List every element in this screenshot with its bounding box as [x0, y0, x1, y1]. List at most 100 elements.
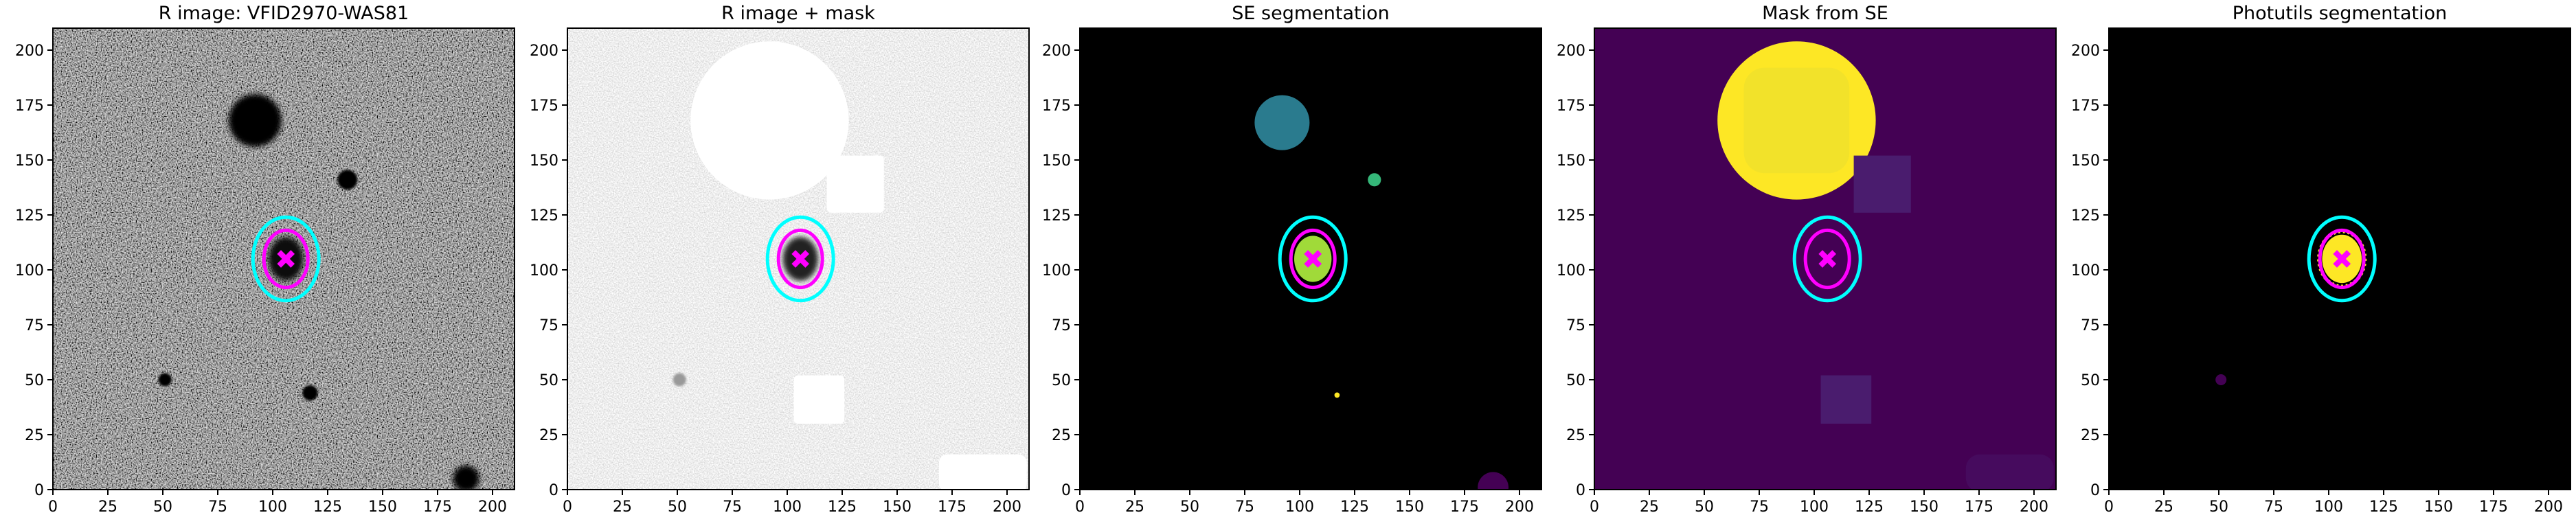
source — [337, 170, 358, 190]
axes-frame — [2108, 27, 2571, 490]
x-tick-label: 50 — [1695, 499, 1714, 515]
x-tick-label: 25 — [1640, 499, 1659, 515]
x-tick-label: 150 — [1395, 499, 1424, 515]
y-tick-label: 0 — [1061, 482, 1071, 499]
image — [2109, 28, 2571, 490]
x-tick-label: 25 — [1125, 499, 1144, 515]
x-tick-label: 125 — [2369, 499, 2398, 515]
panel: Photutils segmentation 0 25 50 75 100 125 150 17… — [2071, 3, 2571, 515]
segment — [2215, 374, 2227, 385]
segment — [1368, 173, 1381, 187]
y-tick-label: 25 — [539, 427, 558, 444]
panel: R image + mask 0 25 50 75 100 125 150 175 200 0 25 5… — [530, 3, 1030, 515]
x-tick-label: 75 — [723, 499, 742, 515]
y-tick-label: 125 — [530, 207, 558, 225]
y-tick-label: 50 — [2081, 372, 2100, 389]
x-tick-label: 175 — [938, 499, 967, 515]
y-tick-label: 75 — [2081, 317, 2100, 334]
y-tick-label: 200 — [1042, 43, 1071, 60]
x-tick-label: 150 — [2424, 499, 2453, 515]
y-tick-label: 150 — [1042, 152, 1071, 170]
y-tick-label: 25 — [1052, 427, 1071, 444]
x-tick-label: 75 — [208, 499, 227, 515]
y-tick-label: 150 — [530, 152, 558, 170]
aperture-outer — [765, 215, 835, 303]
y-tick-label: 100 — [2071, 262, 2100, 279]
source — [158, 373, 172, 387]
y-tick-label: 0 — [2090, 482, 2100, 499]
y-tick-label: 75 — [1052, 317, 1071, 334]
panel: SE segmentation 0 25 50 75 100 125 150 175 200 0 25… — [1042, 3, 1542, 515]
y-tick-label: 50 — [25, 372, 44, 389]
aperture-outer — [1278, 215, 1348, 303]
x-tick-label: 0 — [1075, 499, 1085, 515]
y-tick-label: 75 — [539, 317, 558, 334]
x-tick-label: 75 — [1235, 499, 1254, 515]
aperture-inner — [1289, 228, 1337, 290]
x-tick-label: 0 — [2104, 499, 2114, 515]
y-tick-label: 75 — [25, 317, 44, 334]
x-tick-label: 50 — [2209, 499, 2228, 515]
aperture-inner — [2318, 228, 2366, 290]
image — [567, 28, 1029, 490]
y-tick-label: 25 — [1566, 427, 1585, 444]
x-tick-label: 150 — [1910, 499, 1939, 515]
x-tick-label: 100 — [1800, 499, 1829, 515]
y-tick-label: 50 — [539, 372, 558, 389]
x-tick-label: 150 — [368, 499, 397, 515]
aperture-outer — [1792, 215, 1862, 303]
panel: Mask from SE 0 25 50 75 100 125 150 175 200 0 25 50 7… — [1557, 3, 2057, 515]
x-tick-label: 175 — [1450, 499, 1479, 515]
center-marker — [2333, 250, 2351, 268]
segment — [1334, 392, 1340, 398]
x-tick-label: 200 — [1505, 499, 1534, 515]
y-tick-label: 0 — [34, 482, 44, 499]
segment — [1254, 95, 1310, 150]
x-tick-label: 100 — [2314, 499, 2343, 515]
source — [453, 465, 479, 490]
x-tick-label: 200 — [993, 499, 1021, 515]
x-tick-label: 0 — [48, 499, 58, 515]
y-tick-label: 75 — [1566, 317, 1585, 334]
x-tick-label: 50 — [153, 499, 172, 515]
x-tick-label: 175 — [2479, 499, 2508, 515]
x-tick-label: 125 — [828, 499, 857, 515]
y-tick-label: 175 — [1557, 98, 1585, 115]
y-tick-label: 25 — [25, 427, 44, 444]
image — [1594, 28, 2056, 490]
x-tick-label: 0 — [563, 499, 572, 515]
image — [53, 28, 515, 490]
y-tick-label: 125 — [2071, 207, 2100, 225]
x-tick-label: 100 — [773, 499, 802, 515]
panel-title: Mask from SE — [1762, 3, 1888, 24]
aperture-outer — [2307, 215, 2377, 303]
y-tick-label: 200 — [1557, 43, 1585, 60]
y-tick-label: 100 — [15, 262, 44, 279]
y-tick-label: 100 — [1557, 262, 1585, 279]
y-tick-label: 100 — [530, 262, 558, 279]
y-tick-label: 150 — [2071, 152, 2100, 170]
mask — [1965, 454, 2054, 490]
y-tick-label: 125 — [15, 207, 44, 225]
mask — [1853, 155, 1911, 213]
x-tick-label: 0 — [1590, 499, 1599, 515]
aperture-inner — [262, 228, 310, 290]
center-marker — [791, 250, 810, 268]
x-tick-label: 200 — [2020, 499, 2048, 515]
x-tick-label: 25 — [98, 499, 117, 515]
mask — [1743, 67, 1850, 174]
y-tick-label: 175 — [1042, 98, 1071, 115]
y-tick-label: 25 — [2081, 427, 2100, 444]
x-tick-label: 75 — [1750, 499, 1769, 515]
center-marker — [1818, 250, 1837, 268]
x-tick-label: 125 — [1340, 499, 1369, 515]
mask — [938, 454, 1027, 490]
y-tick-label: 0 — [1576, 482, 1585, 499]
y-tick-label: 0 — [549, 482, 558, 499]
panel-title: R image: VFID2970-WAS81 — [159, 3, 409, 24]
source — [229, 94, 282, 147]
y-tick-label: 150 — [15, 152, 44, 170]
x-tick-label: 100 — [1285, 499, 1314, 515]
